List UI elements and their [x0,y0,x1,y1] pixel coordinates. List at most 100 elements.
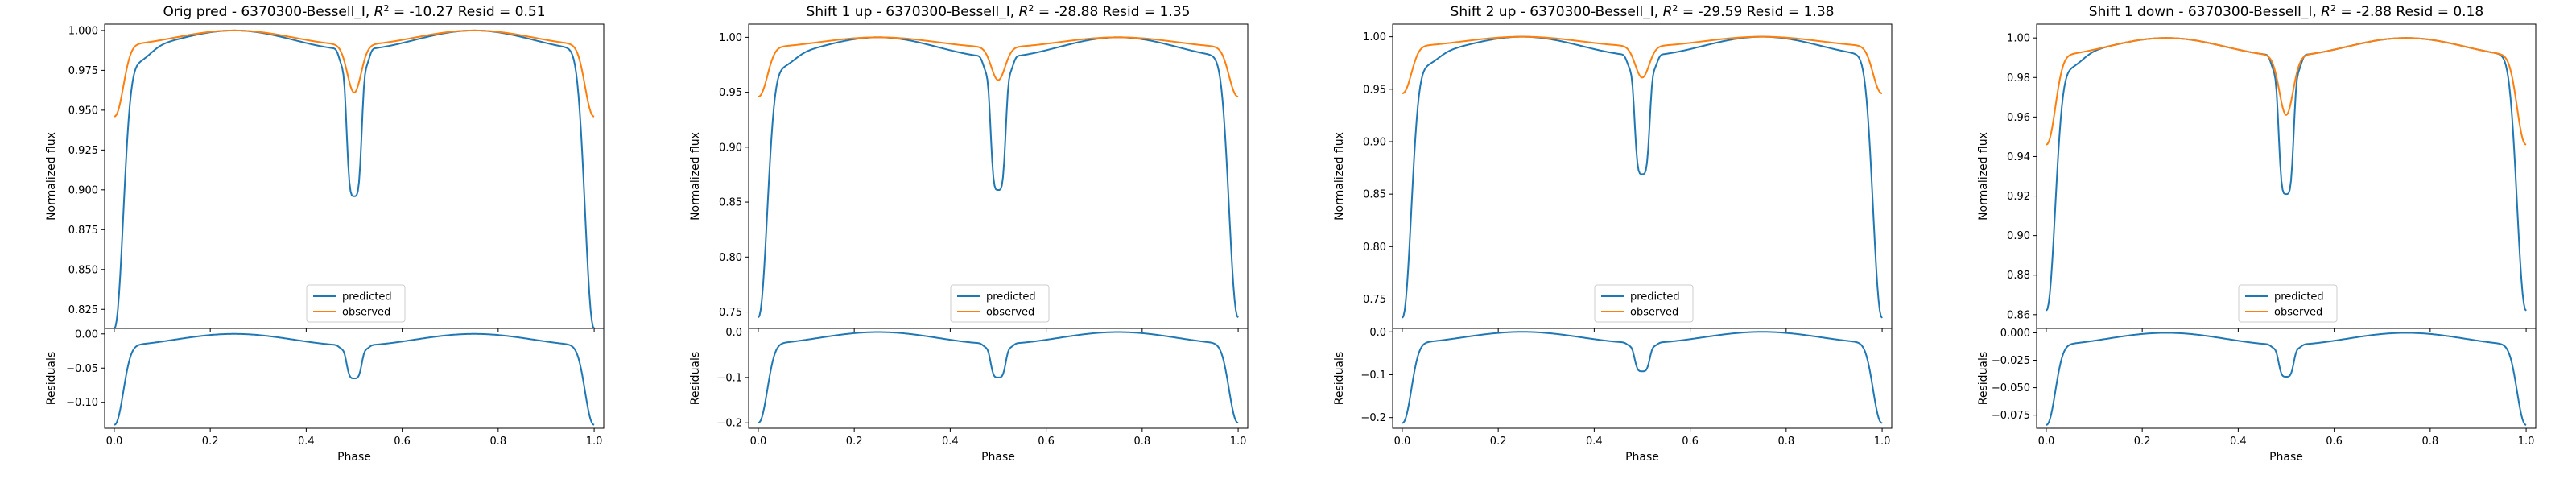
flux-axes-frame [104,23,605,329]
observed-series-line [1402,35,1883,95]
residual-ylabel: Residuals [1333,352,1346,405]
legend: predicted observed [2238,284,2338,323]
flux-ytick-label: 0.95 [1363,84,1386,96]
residual-xtick-label: 0.2 [1490,436,1507,448]
residual-xtick-label: 0.8 [490,436,507,448]
flux-ylabel: Normalized flux [1977,132,1990,221]
flux-ytick-label: 0.975 [68,65,98,77]
legend-label-predicted: predicted [2274,291,2324,303]
residual-xtick-label: 0.2 [846,436,863,448]
residual-xtick-label: 0.0 [106,436,123,448]
legend-box [2238,284,2338,323]
flux-ytick-label: 0.90 [719,142,742,154]
phase-xlabel: Phase [1625,451,1659,464]
flux-ytick-label: 0.75 [1363,294,1386,306]
residual-axes-frame [104,328,605,429]
residual-xtick-label: 0.8 [1134,436,1151,448]
residual-xtick-label: 1.0 [2518,436,2535,448]
residual-ytick-label: −0.2 [1360,412,1386,424]
flux-axes-frame [2036,23,2537,329]
residual-ylabel: Residuals [689,352,702,405]
residual-ytick-label: 0.0 [1369,327,1386,339]
residual-xtick-label: 0.0 [1394,436,1411,448]
legend-box [950,284,1050,323]
flux-ytick-label: 0.925 [68,145,98,157]
residual-series-line [1402,331,1883,424]
residual-xtick-label: 0.6 [1682,436,1699,448]
flux-ylabel: Normalized flux [689,132,702,221]
residual-xtick-label: 0.0 [750,436,767,448]
flux-ytick-label: 0.850 [68,264,98,276]
flux-ytick-label: 0.900 [68,184,98,196]
legend-label-observed: observed [342,307,390,319]
residual-xtick-label: 0.6 [394,436,411,448]
subplot-2: Shift 1 up - 6370300-Bessell_I, R2 = -28… [689,3,1249,464]
flux-ytick-label: 0.92 [2007,191,2030,203]
residual-ytick-label: −0.050 [1992,382,2030,394]
residual-xtick-label: 0.0 [2038,436,2055,448]
residual-ytick-label: −0.025 [1992,355,2030,367]
residual-xtick-label: 0.4 [2230,436,2247,448]
residual-xtick-label: 0.8 [2422,436,2439,448]
residual-ytick-label: −0.075 [1992,410,2030,422]
residual-xtick-label: 1.0 [1230,436,1247,448]
flux-axes-frame [748,23,1249,329]
residual-xtick-label: 0.4 [298,436,315,448]
residual-xtick-label: 1.0 [1874,436,1891,448]
legend-box [1594,284,1694,323]
flux-ytick-label: 0.96 [2007,112,2030,124]
chart-title: Shift 1 down - 6370300-Bessell_I, R2 = -… [2089,3,2483,20]
residual-ytick-label: 0.000 [2000,328,2030,340]
residual-xtick-label: 0.2 [202,436,219,448]
flux-ytick-label: 1.000 [68,25,98,37]
flux-ytick-label: 0.85 [1363,189,1386,201]
legend-label-observed: observed [2274,307,2322,319]
flux-ytick-label: 0.825 [68,304,98,316]
residual-ytick-label: −0.10 [66,397,98,409]
residual-ytick-label: 0.0 [725,327,742,339]
residual-axes-frame [2036,328,2537,429]
observed-series-line [758,36,1239,98]
residual-xtick-label: 0.4 [942,436,959,448]
flux-ytick-label: 0.85 [719,197,742,209]
flux-axes-frame [1392,23,1893,329]
legend: predicted observed [306,284,406,323]
residual-ytick-label: 0.00 [75,328,98,341]
residual-xtick-label: 0.6 [1038,436,1055,448]
flux-ytick-label: 0.75 [719,307,742,319]
predicted-series-line [2046,37,2527,312]
chart-title: Shift 1 up - 6370300-Bessell_I, R2 = -28… [807,3,1191,20]
predicted-series-line [1402,35,1883,319]
legend-label-observed: observed [1630,307,1678,319]
flux-ytick-label: 0.80 [719,252,742,264]
residual-ylabel: Residuals [45,352,58,405]
flux-ytick-label: 1.00 [2007,33,2030,45]
residual-xtick-label: 0.2 [2134,436,2151,448]
residual-xtick-label: 0.6 [2326,436,2343,448]
residual-series-line [114,332,595,426]
legend-label-predicted: predicted [1630,291,1680,303]
residual-series-line [2046,332,2527,426]
legend-label-predicted: predicted [342,291,392,303]
flux-ytick-label: 0.95 [719,87,742,99]
predicted-series-line [114,29,595,329]
flux-ytick-label: 0.875 [68,225,98,237]
residual-xtick-label: 1.0 [586,436,603,448]
residual-ylabel: Residuals [1977,352,1990,405]
legend: predicted observed [950,284,1050,323]
observed-series-line [114,29,595,118]
flux-ylabel: Normalized flux [1333,132,1346,221]
subplot-1: Orig pred - 6370300-Bessell_I, R2 = -10.… [45,3,605,464]
flux-ytick-label: 0.90 [1363,136,1386,148]
flux-ytick-label: 1.00 [1363,31,1386,43]
phase-xlabel: Phase [981,451,1015,464]
legend: predicted observed [1594,284,1694,323]
legend-label-predicted: predicted [986,291,1036,303]
flux-ytick-label: 1.00 [719,32,742,44]
flux-ytick-label: 0.90 [2007,230,2030,242]
residual-xtick-label: 0.4 [1586,436,1603,448]
flux-ytick-label: 0.98 [2007,72,2030,85]
residual-ytick-label: −0.05 [66,363,98,375]
legend-box [306,284,406,323]
